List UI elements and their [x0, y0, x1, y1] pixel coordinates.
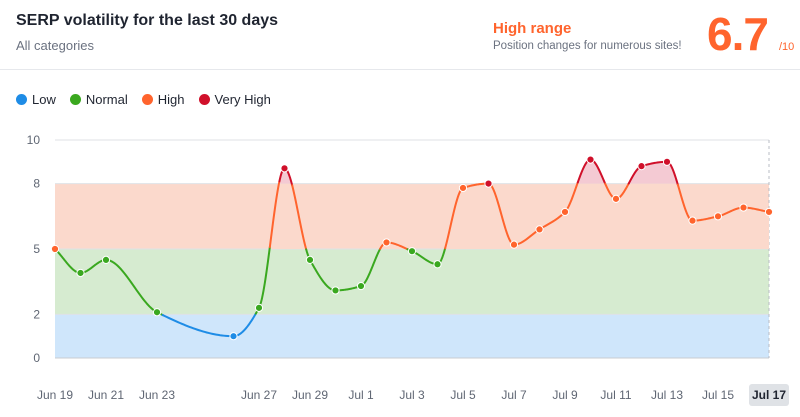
data-point[interactable]: [50, 244, 60, 254]
data-point[interactable]: [509, 240, 519, 249]
data-point[interactable]: [688, 216, 697, 225]
y-tick-label: 8: [33, 177, 40, 191]
y-tick-label: 0: [33, 351, 40, 365]
widget-header: SERP volatility for the last 30 days All…: [0, 0, 800, 70]
data-point[interactable]: [101, 255, 111, 264]
data-point[interactable]: [637, 162, 646, 171]
x-axis-ticks: Jun 19 Jun 21 Jun 23 Jun 27 Jun 29 Jul 1 Jul 3…: [37, 384, 789, 406]
band-low: [55, 314, 769, 358]
legend-dot: [141, 94, 153, 105]
chart-legend: Low Normal High Very High: [16, 92, 285, 107]
volatility-score-max: /10: [779, 41, 795, 53]
x-tick-label[interactable]: Jul 7: [501, 388, 527, 402]
data-point[interactable]: [764, 207, 774, 217]
data-point[interactable]: [382, 238, 391, 247]
x-tick-label[interactable]: Jul 3: [399, 388, 425, 402]
data-point[interactable]: [739, 203, 748, 212]
legend-label: Low: [32, 92, 56, 107]
x-tick-label[interactable]: Jun 19: [37, 388, 73, 402]
data-point[interactable]: [662, 157, 672, 166]
legend-label: High: [157, 92, 185, 107]
x-tick-label[interactable]: Jul 5: [450, 388, 476, 402]
data-point[interactable]: [560, 207, 570, 217]
legend-dot: [69, 94, 81, 105]
x-tick-label[interactable]: Jun 21: [88, 388, 124, 402]
y-tick-label: 10: [27, 133, 41, 147]
range-status-title: High range: [493, 20, 572, 37]
data-point[interactable]: [611, 194, 621, 203]
x-tick-label[interactable]: Jul 1: [348, 388, 374, 402]
data-point[interactable]: [458, 183, 468, 193]
x-tick-label[interactable]: Jun 29: [292, 388, 328, 402]
legend-dot: [16, 94, 27, 105]
current-date-highlight: [749, 384, 789, 406]
widget-title: SERP volatility for the last 30 days: [16, 12, 279, 29]
data-point[interactable]: [535, 225, 544, 234]
legend-dot: [198, 94, 210, 105]
data-point[interactable]: [152, 308, 162, 317]
data-point[interactable]: [331, 286, 340, 295]
data-point[interactable]: [305, 255, 315, 264]
y-tick-label: 5: [33, 242, 40, 256]
x-tick-label[interactable]: Jun 23: [139, 388, 175, 402]
range-status-description: Position changes for numerous sites!: [493, 40, 682, 52]
data-point[interactable]: [433, 260, 442, 269]
category-selector[interactable]: All categories: [16, 38, 95, 53]
x-tick-label[interactable]: Jul 9: [552, 388, 578, 402]
legend-item-normal[interactable]: Normal: [69, 92, 128, 107]
x-tick-label[interactable]: Jul 11: [600, 388, 631, 402]
x-tick-label[interactable]: Jul 17: [752, 388, 786, 402]
x-tick-label[interactable]: Jul 13: [651, 388, 683, 402]
data-point[interactable]: [713, 212, 723, 221]
volatility-score: 6.7: [707, 8, 769, 60]
legend-item-low[interactable]: Low: [16, 92, 56, 107]
data-point[interactable]: [280, 164, 289, 173]
y-axis-ticks: 0 2 5 8 10: [27, 133, 41, 365]
legend-label: Normal: [85, 92, 128, 107]
data-point[interactable]: [76, 268, 85, 278]
data-point[interactable]: [586, 155, 595, 164]
y-tick-label: 2: [33, 307, 40, 321]
series-line-high: [291, 184, 308, 251]
range-bands: [55, 183, 769, 358]
data-point[interactable]: [356, 281, 366, 291]
x-tick-label[interactable]: Jun 27: [241, 388, 277, 402]
data-point[interactable]: [407, 247, 417, 256]
series-line-normal: [54, 248, 164, 317]
legend-label: Very High: [214, 92, 271, 107]
band-normal: [55, 249, 769, 315]
data-point[interactable]: [254, 303, 264, 312]
data-point[interactable]: [484, 179, 493, 188]
series-line-high: [268, 180, 281, 249]
series-points: [50, 155, 774, 341]
x-tick-label[interactable]: Jul 15: [702, 388, 734, 402]
legend-item-very-high[interactable]: Very High: [198, 92, 271, 107]
legend-item-high[interactable]: High: [141, 92, 185, 107]
series-line-normal: [305, 247, 382, 292]
data-point[interactable]: [229, 332, 238, 341]
